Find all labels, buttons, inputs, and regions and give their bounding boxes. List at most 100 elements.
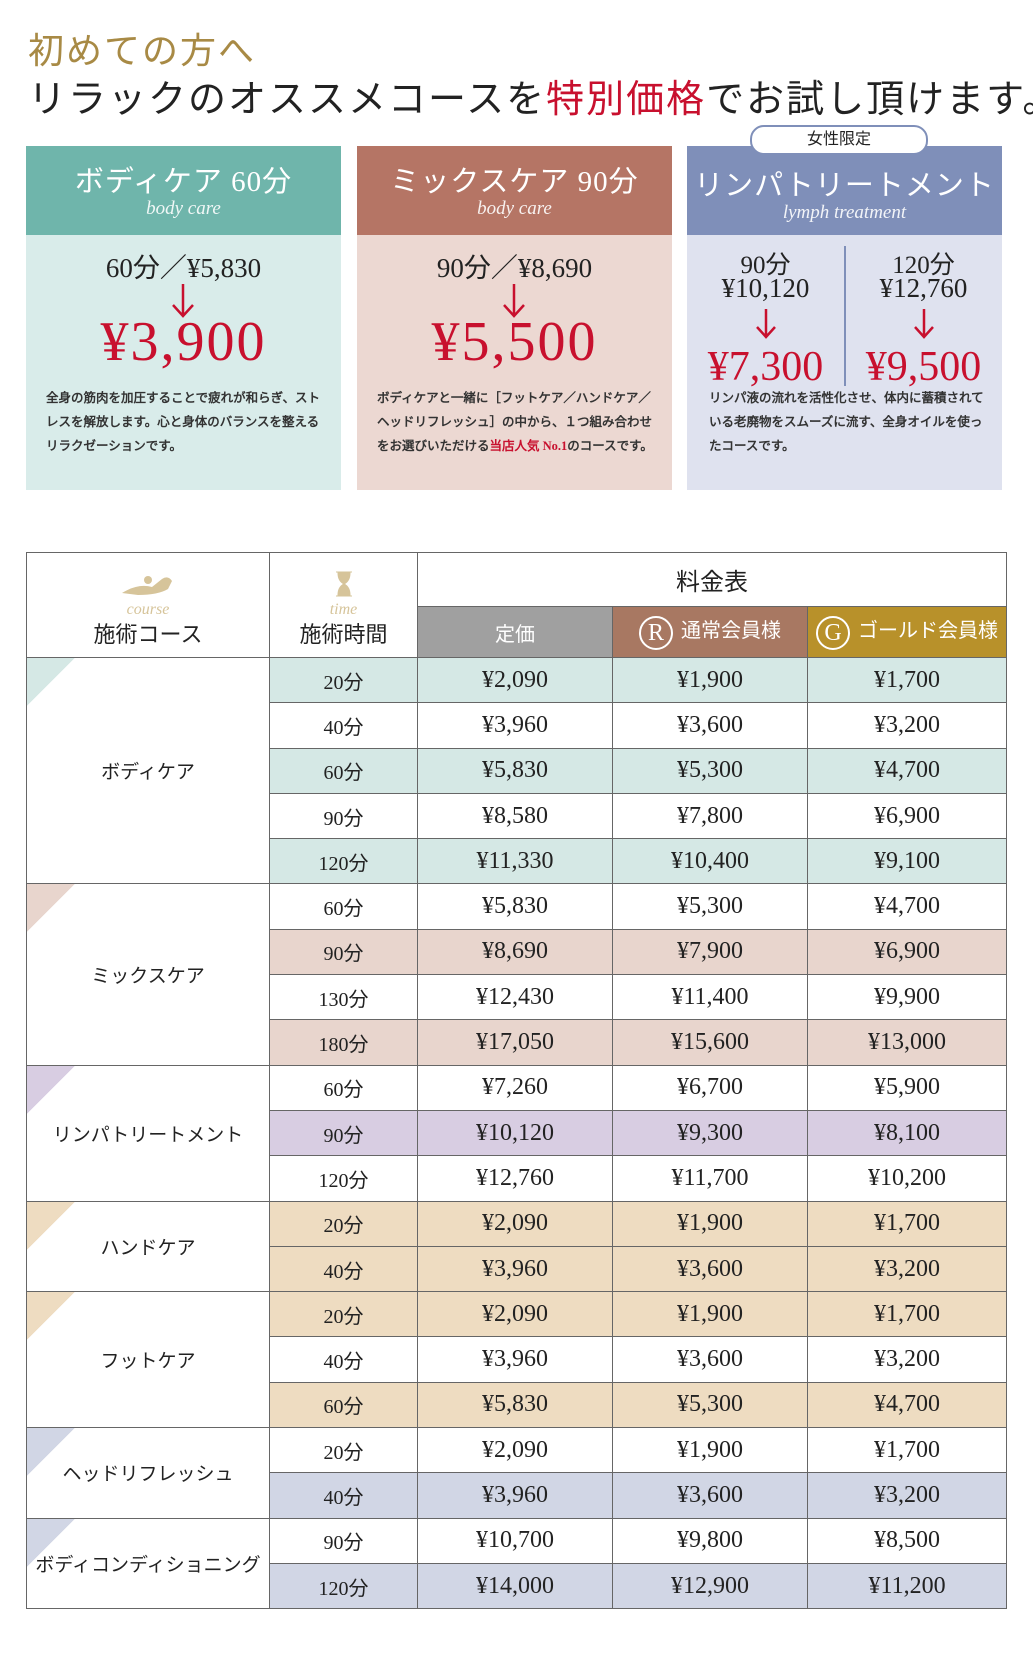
- price-cell: ¥1,900: [612, 656, 808, 704]
- sale-price: ¥7,300: [707, 344, 824, 390]
- card-header: ミックスケア 90分 body care: [357, 146, 672, 235]
- price-cell: ¥3,200: [806, 1472, 1008, 1519]
- time-header: time 施術時間: [269, 552, 418, 658]
- price-row: 90分 ¥8,690 ¥7,900 ¥6,900: [26, 928, 1008, 976]
- desc-text: のコースです。: [567, 439, 653, 453]
- price-row: ハンドケア 20分 ¥2,090 ¥1,900 ¥1,700: [26, 1200, 1008, 1293]
- lead: リラックのオススメコースを特別価格でお試し頂けます。: [28, 68, 1033, 123]
- price-cell: ¥1,700: [806, 1427, 1008, 1474]
- course-name: フットケア: [26, 1291, 270, 1429]
- list-price: ¥12,760: [879, 273, 968, 303]
- course-name: ボディケア: [26, 656, 270, 885]
- price-cell: ¥12,760: [417, 1155, 613, 1202]
- arrow: [914, 309, 934, 339]
- price-cell: ¥2,090: [417, 1427, 613, 1474]
- price-cell: ¥13,000: [806, 1019, 1008, 1066]
- course-card: リンパトリートメント lymph treatment 90分 ¥10,120 ¥7…: [687, 146, 1002, 490]
- price-cell: ¥7,260: [417, 1064, 613, 1111]
- card-sub: body care: [146, 198, 221, 219]
- time-cell: 20分: [269, 1427, 418, 1474]
- divider: [844, 246, 846, 386]
- price-cell: ¥4,700: [806, 747, 1008, 794]
- card-name: ミックスケア 90分: [390, 166, 639, 198]
- option-time: 90分: [740, 252, 791, 279]
- price-cell: ¥3,600: [612, 1245, 808, 1293]
- table-title: 料金表: [416, 552, 1008, 607]
- price-cell: ¥1,700: [806, 656, 1008, 704]
- arrow: [756, 309, 776, 339]
- price-row: リンパトリートメント 60分 ¥7,260 ¥6,700 ¥5,900: [26, 1064, 1008, 1202]
- time-cell: 20分: [269, 1200, 418, 1247]
- price-cell: ¥17,050: [417, 1019, 613, 1066]
- option-time: 120分: [892, 252, 955, 279]
- time-cell: 40分: [269, 702, 418, 749]
- price-cell: ¥5,830: [417, 883, 613, 930]
- price-cell: ¥5,300: [612, 747, 808, 794]
- price-cell: ¥8,580: [417, 792, 613, 840]
- time-cell: 120分: [269, 1562, 418, 1610]
- time-cell: 90分: [269, 928, 418, 976]
- price-cell: ¥9,800: [612, 1517, 808, 1564]
- course-name: ボディコンディショニング: [26, 1517, 270, 1610]
- column-header: 定価: [417, 606, 613, 658]
- price-cell: ¥11,400: [612, 974, 808, 1021]
- price-cell: ¥4,700: [806, 1381, 1008, 1429]
- card-sub: lymph treatment: [782, 202, 907, 223]
- price-cell: ¥6,900: [806, 792, 1008, 840]
- sale-price: ¥3,900: [100, 311, 267, 373]
- price-row: ボディコンディショニング 90分 ¥10,700 ¥9,800 ¥8,500: [26, 1517, 1008, 1610]
- price-cell: ¥1,900: [612, 1291, 808, 1338]
- time-cell: 40分: [269, 1245, 418, 1293]
- page-title: 初めての方へ: [28, 31, 257, 71]
- price-cell: ¥7,900: [612, 928, 808, 976]
- price-cell: ¥14,000: [417, 1562, 613, 1610]
- icon-label: course: [126, 601, 170, 618]
- price-row: 40分 ¥3,960 ¥3,600 ¥3,200: [27, 1336, 1008, 1383]
- price-cell: ¥10,120: [417, 1109, 613, 1157]
- price-cell: ¥5,300: [612, 1381, 808, 1429]
- time-cell: 90分: [269, 792, 418, 840]
- price-cell: ¥5,300: [612, 883, 808, 930]
- price-cell: ¥10,200: [806, 1155, 1008, 1202]
- price-cell: ¥7,800: [612, 792, 808, 840]
- price-cell: ¥6,700: [612, 1064, 808, 1111]
- price-cell: ¥3,960: [417, 1336, 613, 1383]
- course-name: ミックスケア: [26, 883, 270, 1066]
- price-cell: ¥3,960: [417, 1245, 613, 1293]
- header-label: 施術時間: [299, 622, 388, 647]
- price-cell: ¥8,690: [417, 928, 613, 976]
- desc-highlight: 当店人気 No.1: [489, 439, 568, 453]
- time-cell: 60分: [269, 747, 418, 794]
- list-price: ¥10,120: [721, 273, 810, 303]
- course-card: ボディケア 60分 body care 60分／¥5,830 ¥3,900 全身の…: [26, 146, 341, 490]
- price-row: 130分 ¥12,430 ¥11,400 ¥9,900: [27, 974, 1008, 1021]
- sale-price: ¥9,500: [865, 344, 982, 390]
- sale-price: ¥5,500: [431, 311, 598, 373]
- time-cell: 90分: [269, 1517, 418, 1564]
- price-cell: ¥10,400: [612, 838, 808, 885]
- time-cell: 60分: [269, 1381, 418, 1429]
- card-name: リンパトリートメント: [694, 170, 995, 202]
- price-cell: ¥2,090: [417, 1200, 613, 1247]
- price-cell: ¥4,700: [806, 883, 1008, 930]
- course-header: course 施術コース: [26, 552, 270, 658]
- lead-text: リラックのオススメコースを: [28, 79, 547, 121]
- column-label: ゴールド会員様: [858, 620, 998, 643]
- header-label: 施術コース: [93, 622, 203, 647]
- column-header: G ゴールド会員様: [806, 606, 1008, 658]
- price-table: course 施術コース time 施術時間 料金表 定価 R 通常会員様 G ゴールド…: [26, 552, 1008, 1610]
- time-cell: 40分: [269, 1472, 418, 1519]
- course-name: リンパトリートメント: [26, 1064, 270, 1202]
- price-cell: ¥5,830: [417, 1381, 613, 1429]
- price-cell: ¥1,900: [612, 1200, 808, 1247]
- time-cell: 20分: [269, 1291, 418, 1338]
- list-price: 60分／¥5,830: [105, 253, 262, 283]
- option: 120分 ¥12,760 ¥9,500: [845, 235, 1002, 390]
- list-price: 90分／¥8,690: [436, 253, 593, 283]
- price-cell: ¥11,700: [612, 1155, 808, 1202]
- price-cell: ¥11,330: [417, 838, 613, 885]
- time-cell: 120分: [269, 1155, 418, 1202]
- time-cell: 90分: [269, 1109, 418, 1157]
